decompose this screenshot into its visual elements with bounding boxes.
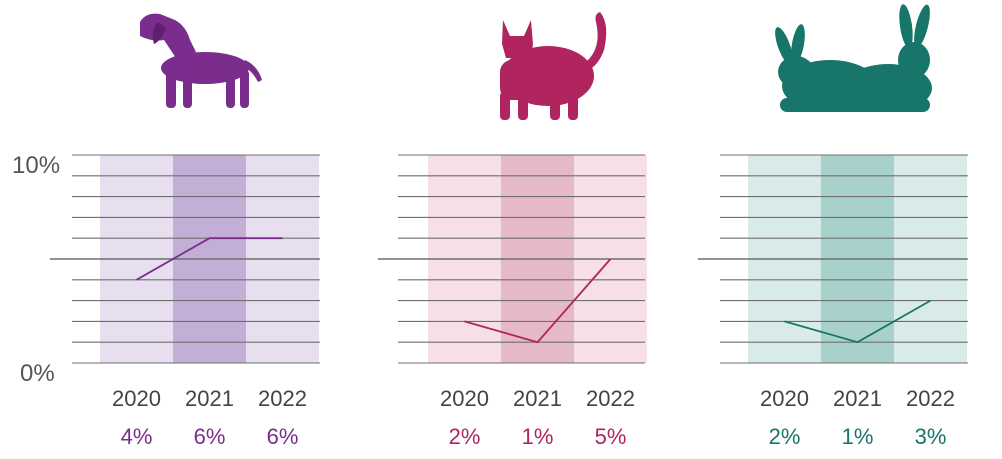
rabbit-value-label: 3% <box>914 424 947 449</box>
dog-year-label: 2022 <box>258 386 307 411</box>
cat-year-label: 2020 <box>440 386 489 411</box>
rabbits-icon <box>775 4 932 112</box>
rabbit-value-label: 2% <box>768 424 801 449</box>
dog-year-label: 2021 <box>185 386 234 411</box>
rabbit-year-label: 2022 <box>906 386 955 411</box>
cat-value-label: 5% <box>594 424 627 449</box>
cat-value-label: 2% <box>448 424 481 449</box>
dog-year-label: 2020 <box>112 386 161 411</box>
rabbit-chart <box>698 154 968 364</box>
dog-chart <box>50 154 320 364</box>
dog-icon <box>140 13 262 108</box>
rabbit-year-label: 2021 <box>833 386 882 411</box>
rabbit-value-label: 1% <box>841 424 874 449</box>
cat-value-label: 1% <box>521 424 554 449</box>
dog-value-label: 6% <box>193 424 226 449</box>
cat-chart <box>378 154 647 364</box>
cat-icon <box>500 12 607 120</box>
cat-year-label: 2021 <box>513 386 562 411</box>
y-axis-top-label: 10% <box>12 152 61 179</box>
charts-layer <box>50 154 968 364</box>
rabbit-year-label: 2020 <box>760 386 809 411</box>
y-axis-bottom-label: 0% <box>20 360 55 387</box>
dog-value-label: 4% <box>120 424 153 449</box>
cat-year-label: 2022 <box>586 386 635 411</box>
dog-value-label: 6% <box>266 424 299 449</box>
